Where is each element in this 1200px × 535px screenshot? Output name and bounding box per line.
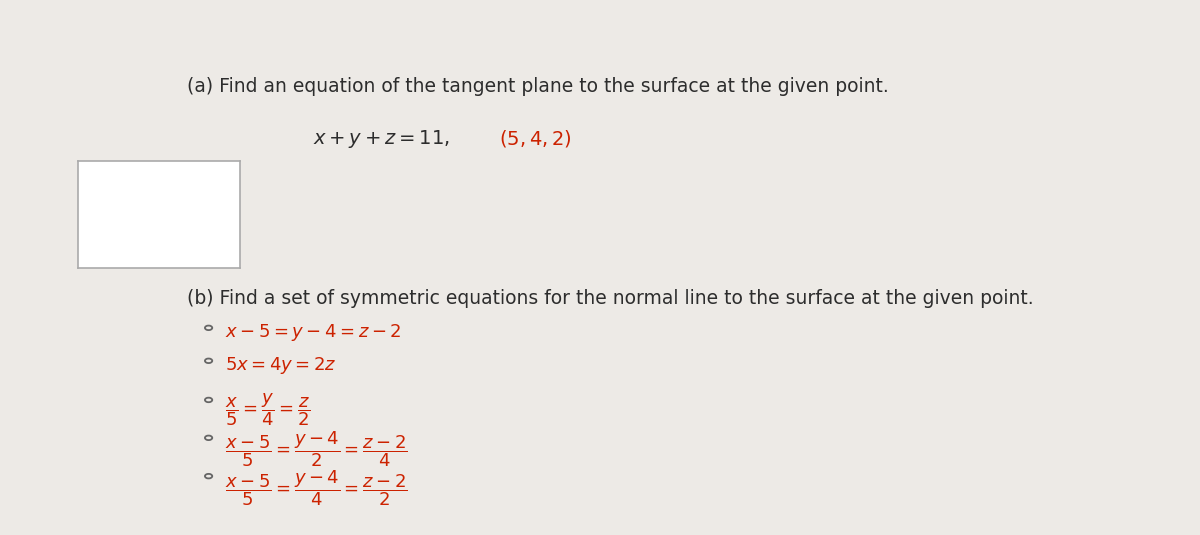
Text: $5x=4y=2z$: $5x=4y=2z$ [226,355,337,376]
Text: $x-5=y-4=z-2$: $x-5=y-4=z-2$ [226,322,402,343]
Text: $(5, 4, 2)$: $(5, 4, 2)$ [499,128,571,149]
Text: $x + y + z = 11,$: $x + y + z = 11,$ [313,128,450,150]
Text: (a) Find an equation of the tangent plane to the surface at the given point.: (a) Find an equation of the tangent plan… [187,77,889,96]
Text: $\dfrac{x-5}{5}=\dfrac{y-4}{4}=\dfrac{z-2}{2}$: $\dfrac{x-5}{5}=\dfrac{y-4}{4}=\dfrac{z-… [226,468,408,508]
Text: $\dfrac{x-5}{5}=\dfrac{y-4}{2}=\dfrac{z-2}{4}$: $\dfrac{x-5}{5}=\dfrac{y-4}{2}=\dfrac{z-… [226,430,408,469]
Text: $\dfrac{x}{5}=\dfrac{y}{4}=\dfrac{z}{2}$: $\dfrac{x}{5}=\dfrac{y}{4}=\dfrac{z}{2}$ [226,392,311,429]
Text: (b) Find a set of symmetric equations for the normal line to the surface at the : (b) Find a set of symmetric equations fo… [187,289,1034,308]
